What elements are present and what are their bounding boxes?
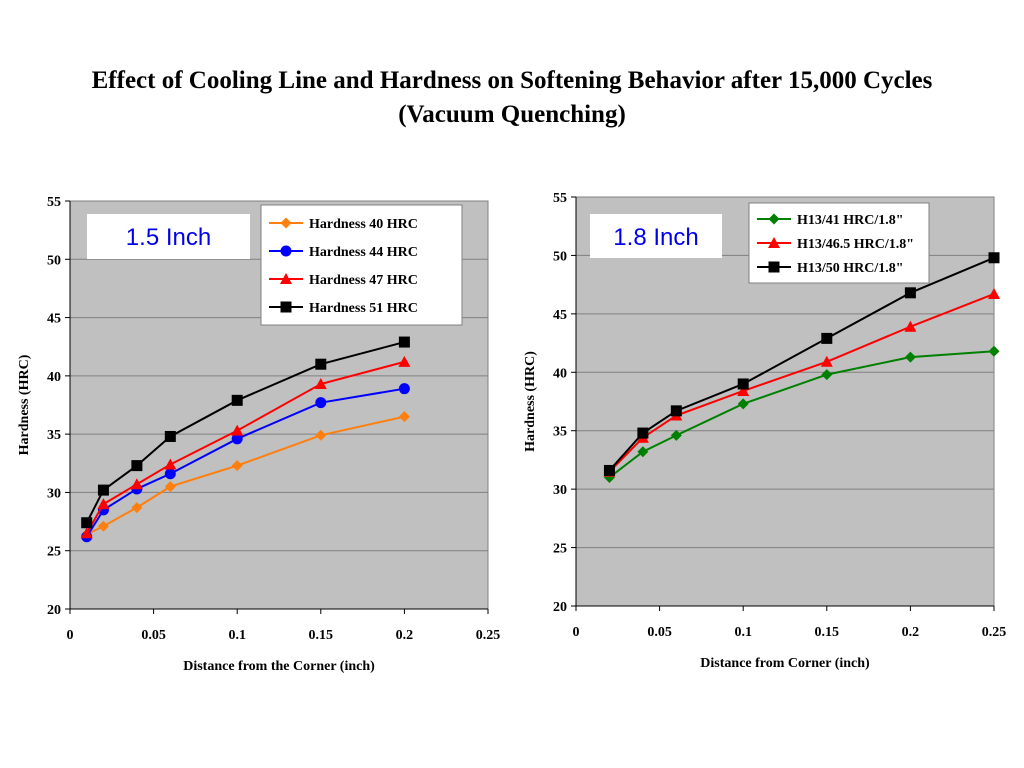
chart1-y-tick-label: 50 (47, 253, 61, 268)
chart2-y-tick-label: 35 (553, 425, 567, 440)
chart2-series-2-point (820, 355, 833, 367)
chart2-series-2-point (988, 287, 1000, 299)
chart1-series-1-point (231, 460, 243, 472)
chart1-series-4-point (398, 336, 410, 348)
chart1-series-3-point (164, 458, 177, 470)
chart1-legend-label-3: Hardness 47 HRC (309, 273, 418, 288)
chart2-x-tick-label: 0 (573, 625, 580, 640)
chart1-series-1-point (131, 502, 143, 514)
chart1-legend-label-2: Hardness 44 HRC (309, 245, 418, 260)
chart1-series-1-point (97, 520, 109, 532)
chart1-series-3-point (314, 378, 327, 390)
slide-title: Effect of Cooling Line and Hardness on S… (0, 64, 1024, 132)
chart2-series-1-point (821, 369, 833, 381)
chart1-series-3-point (130, 478, 143, 490)
chart1-legend-marker-2 (280, 245, 292, 257)
chart1-inset-label: 1.5 Inch (126, 224, 211, 251)
chart1-series-2-point (315, 397, 327, 409)
chart1-series-2-point (164, 468, 176, 480)
chart1-legend-box (260, 204, 463, 326)
slide-title-line2: (Vacuum Quenching) (398, 101, 626, 128)
chart1-x-tick-label: 0.05 (141, 628, 166, 643)
chart2-legend-marker-1 (768, 213, 780, 225)
chart2-series-3-point (904, 287, 916, 299)
chart1-series-1-point (315, 429, 327, 441)
chart2-y-tick-label: 45 (553, 308, 567, 323)
chart2-x-axis-label: Distance from Corner (inch) (700, 656, 870, 671)
chart1-x-tick-label: 0.15 (309, 628, 334, 643)
chart1-y-tick-label: 25 (47, 545, 61, 560)
chart2-legend-marker-2 (768, 237, 780, 248)
chart2-inset-label: 1.8 Inch (613, 224, 698, 251)
chart2-series-1-point (737, 398, 749, 410)
slide-title-line1: Effect of Cooling Line and Hardness on S… (91, 67, 933, 94)
chart2-x-tick-label: 0.25 (982, 625, 1007, 640)
chart1-legend-label-4: Hardness 51 HRC (309, 301, 418, 316)
chart1-series-3-point (231, 424, 244, 436)
chart2-series-3-point (737, 378, 749, 390)
chart1-series-3-point (80, 527, 93, 539)
chart2-series-3-point (637, 427, 649, 439)
chart2-y-tick-label: 30 (553, 483, 567, 498)
chart1-y-tick-label: 40 (47, 370, 61, 385)
chart2-x-tick-label: 0.2 (902, 625, 920, 640)
chart2-series-1-point (904, 351, 916, 363)
chart1-series-4-point (315, 358, 327, 370)
chart-1-8-inch-svg: 20 25 30 35 40 45 50 55 0 0.05 0.1 0.15 0.2 0.25 Dista… (523, 191, 1007, 671)
chart2-legend-label-3: H13/50 HRC/1.8" (797, 261, 904, 276)
chart2-legend-label-1: H13/41 HRC/1.8" (797, 213, 904, 228)
chart2-series-2-point (737, 384, 750, 396)
chart1-x-axis-label: Distance from the Corner (inch) (183, 659, 375, 674)
chart1-x-tick-label: 0.1 (228, 628, 246, 643)
chart1-series-3-point (398, 355, 411, 367)
chart2-x-tick-label: 0.05 (647, 625, 672, 640)
chart1-inset-box (87, 214, 250, 259)
chart1-y-tick-label: 35 (47, 428, 61, 443)
chart1-x-tick-label: 0.2 (396, 628, 414, 643)
chart1-series-3-point (97, 498, 110, 510)
chart1-series-2-point (398, 383, 410, 395)
chart1-y-tick-label: 30 (47, 486, 61, 501)
chart2-x-tick-label: 0.15 (815, 625, 840, 640)
chart2-series-3-point (603, 464, 615, 476)
chart1-y-axis-label: Hardness (HRC) (17, 354, 32, 455)
chart1-series-4-point (164, 430, 176, 442)
chart2-series-3-point (670, 405, 682, 417)
chart1-series-4-point (81, 517, 93, 529)
chart2-series-3-point (988, 252, 1000, 264)
chart1-series-4-point (131, 460, 143, 472)
chart-1-5-inch: 20 25 30 35 40 45 50 55 0 0.05 0.1 0.15 0.2 0.25 Dista… (0, 180, 512, 700)
chart1-y-tick-label: 45 (47, 312, 61, 327)
chart1-x-tick-label: 0 (67, 628, 74, 643)
chart1-legend-marker-3 (280, 273, 292, 284)
chart-1-8-inch: 20 25 30 35 40 45 50 55 0 0.05 0.1 0.15 0.2 0.25 Dista… (512, 176, 1024, 696)
chart-1-5-inch-svg: 20 25 30 35 40 45 50 55 0 0.05 0.1 0.15 0.2 0.25 Dista… (17, 195, 501, 674)
chart2-inset-box (590, 214, 722, 258)
chart2-y-tick-label: 40 (553, 366, 567, 381)
chart2-series-2-point (904, 320, 917, 332)
chart1-series-4-point (231, 394, 243, 406)
chart1-x-tick-label: 0.25 (476, 628, 501, 643)
chart1-y-tick-label: 20 (47, 603, 61, 618)
chart2-x-tick-label: 0.1 (734, 625, 752, 640)
chart2-y-tick-label: 20 (553, 600, 567, 615)
chart2-legend-marker-3 (768, 261, 780, 273)
chart2-y-tick-label: 50 (553, 249, 567, 264)
chart2-series-3-point (821, 332, 833, 344)
chart2-y-axis-label: Hardness (HRC) (523, 351, 538, 452)
chart2-series-1-point (637, 446, 649, 458)
chart2-y-tick-label: 55 (553, 191, 567, 206)
chart1-series-1-point (398, 411, 410, 423)
chart1-series-4-point (97, 484, 109, 496)
chart1-y-tick-label: 55 (47, 195, 61, 210)
chart1-legend-marker-1 (280, 217, 292, 229)
chart1-legend-marker-4 (280, 301, 292, 313)
chart2-y-tick-label: 25 (553, 542, 567, 557)
chart2-legend-label-2: H13/46.5 HRC/1.8" (797, 237, 914, 252)
chart1-series-2-point (231, 433, 243, 445)
chart2-series-1-point (670, 429, 682, 441)
chart1-series-1-point (164, 481, 176, 493)
chart2-series-1-point (988, 345, 1000, 357)
chart1-legend-label-1: Hardness 40 HRC (309, 217, 418, 232)
